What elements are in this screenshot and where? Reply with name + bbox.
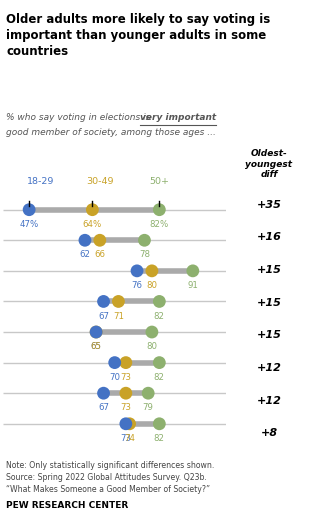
Point (101, 297, 106, 305)
Text: 80: 80 (146, 281, 157, 290)
Point (157, 419, 162, 428)
Text: 18-29: 18-29 (27, 177, 54, 186)
Text: +15: +15 (256, 265, 281, 275)
Point (123, 358, 128, 367)
Text: very important: very important (140, 113, 216, 122)
Text: Note: Only statistically significant differences shown.
Source: Spring 2022 Glob: Note: Only statistically significant dif… (6, 461, 215, 494)
Text: 82: 82 (154, 312, 165, 321)
Text: 73: 73 (120, 403, 131, 412)
Text: 62: 62 (79, 251, 91, 259)
Text: good member of society, among those ages ...: good member of society, among those ages… (6, 128, 216, 137)
Text: 82: 82 (154, 373, 165, 382)
Text: 73: 73 (120, 434, 131, 443)
Text: 74: 74 (124, 434, 135, 443)
Point (94, 328, 99, 336)
Text: 82%: 82% (150, 220, 169, 229)
Text: 79: 79 (143, 403, 154, 412)
Text: +15: +15 (256, 331, 281, 340)
Text: 67: 67 (98, 403, 109, 412)
Text: 91: 91 (187, 281, 198, 290)
Point (146, 389, 151, 397)
Point (97, 236, 102, 244)
Text: 65: 65 (91, 342, 102, 351)
Text: PEW RESEARCH CENTER: PEW RESEARCH CENTER (6, 501, 128, 510)
Text: Older adults more likely to say voting is
important than younger adults in some
: Older adults more likely to say voting i… (6, 13, 270, 58)
Text: +12: +12 (256, 363, 281, 373)
Text: +8: +8 (260, 428, 277, 438)
Text: 70: 70 (109, 373, 120, 382)
Point (142, 236, 147, 244)
Point (190, 267, 195, 275)
Text: 50+: 50+ (149, 177, 169, 186)
Text: 73: 73 (120, 373, 131, 382)
Text: 80: 80 (146, 342, 157, 351)
Text: Oldest-
youngest
diff: Oldest- youngest diff (246, 150, 292, 179)
Point (149, 328, 154, 336)
Text: 30-49: 30-49 (86, 177, 113, 186)
Point (157, 358, 162, 367)
Point (116, 297, 121, 305)
Text: 71: 71 (113, 312, 124, 321)
Point (149, 267, 154, 275)
Point (112, 358, 117, 367)
Text: 82: 82 (154, 434, 165, 443)
Text: 64%: 64% (83, 220, 102, 229)
Text: 66: 66 (94, 251, 105, 259)
Text: +35: +35 (256, 200, 281, 210)
Text: 47%: 47% (20, 220, 39, 229)
Text: % who say voting in elections is: % who say voting in elections is (6, 113, 153, 122)
Point (90, 206, 95, 214)
Point (101, 389, 106, 397)
Point (157, 206, 162, 214)
Point (127, 419, 132, 428)
Point (135, 267, 140, 275)
Point (82, 236, 87, 244)
Text: +12: +12 (256, 396, 281, 406)
Point (94, 328, 99, 336)
Point (157, 297, 162, 305)
Text: 65: 65 (91, 342, 102, 351)
Text: +16: +16 (256, 232, 281, 242)
Text: +15: +15 (256, 298, 281, 308)
Text: 78: 78 (139, 251, 150, 259)
Text: 67: 67 (98, 312, 109, 321)
Point (123, 419, 128, 428)
Point (123, 389, 128, 397)
Text: 76: 76 (131, 281, 143, 290)
Point (27, 206, 32, 214)
